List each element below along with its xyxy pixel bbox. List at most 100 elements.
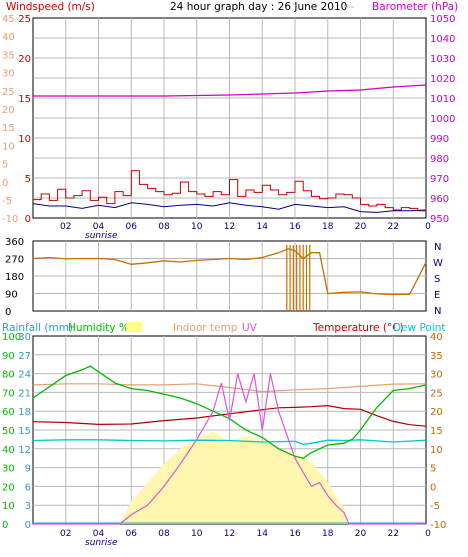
windspeed-tick: 25: [18, 14, 31, 25]
temperature-tick: 0: [430, 482, 436, 493]
windspeed-line: [33, 170, 427, 212]
humidity-tick: 10: [2, 501, 15, 512]
x-tick: 10: [191, 222, 203, 232]
windspeed-tick: 10: [18, 134, 31, 145]
windspeed-tick: 5: [25, 174, 31, 185]
rainfall-tick: 15: [18, 426, 31, 437]
x-tick: 22: [388, 529, 399, 539]
grid-wind-pressure: [33, 18, 426, 218]
compass-s: S: [434, 274, 440, 285]
barometer-tick: 1020: [430, 74, 455, 85]
compass-e: E: [434, 290, 440, 301]
humidity-temp-series: [32, 365, 427, 525]
x-tick: 14: [257, 529, 269, 539]
barometer-tick: 950: [430, 214, 449, 225]
temperature-tick: 30: [430, 370, 443, 381]
rainfall-tick: 3: [25, 501, 31, 512]
windspeed-outer-tick: 0: [2, 178, 8, 189]
barometer-label: Barometer (hPa): [372, 1, 458, 13]
axis-labels: 2520151050454035302520151050-5-101050104…: [2, 14, 455, 531]
x-tick: 16: [289, 529, 301, 539]
barometer-tick: 1040: [430, 34, 455, 45]
dewpoint-label: Dew Point: [393, 322, 446, 334]
dashes-label: ---: [343, 1, 355, 13]
x-tick-end: 0: [425, 222, 431, 232]
direction-tick: 90: [5, 290, 18, 301]
compass-n-top: N: [434, 242, 441, 253]
humidity-tick: 60: [2, 407, 15, 418]
graph-title: 24 hour graph day : 26 June 2010: [170, 1, 347, 13]
windspeed-tick: 15: [18, 94, 31, 105]
sunrise-label-2: sunrise: [85, 538, 118, 548]
rainfall-tick: 30: [18, 332, 31, 343]
x-tick: 02: [60, 529, 71, 539]
humidity-label: Humidity %: [68, 322, 129, 334]
x-tick: 22: [388, 222, 399, 232]
x-tick: 02: [60, 222, 71, 232]
windspeed-label: Windspeed (m/s): [6, 1, 95, 13]
indoor-temp-line: [32, 383, 427, 393]
indoor-label: Indoor temp: [173, 322, 238, 334]
rainfall-tick: 12: [18, 445, 31, 456]
x-tick: 18: [322, 529, 334, 539]
temperature-tick: -5: [430, 501, 440, 512]
x-axis-1: 02 04 06 08 10 12 14 16 18 20 22 0: [60, 222, 431, 232]
windspeed-outer-tick: 35: [2, 50, 15, 61]
compass-n-bottom: N: [434, 306, 441, 317]
windspeed-outer-tick: 25: [2, 87, 15, 98]
x-tick: 10: [191, 529, 203, 539]
temperature-tick: 35: [430, 351, 443, 362]
humidity-tick: 30: [2, 464, 15, 475]
temperature-tick: 5: [430, 464, 436, 475]
rainfall-tick: 24: [18, 370, 31, 381]
humidity-tick: 50: [2, 426, 15, 437]
windspeed-outer-tick: 30: [2, 69, 15, 80]
rainfall-tick: 27: [18, 351, 31, 362]
windspeed-outer-tick: 15: [2, 123, 15, 134]
temperature-line: [32, 404, 427, 427]
rainfall-tick: 18: [18, 407, 31, 418]
x-tick: 08: [158, 222, 170, 232]
barometer-line: [33, 84, 427, 97]
x-tick-end: 0: [425, 529, 431, 539]
x-tick: 06: [126, 529, 138, 539]
windspeed-outer-tick: 20: [2, 105, 15, 116]
direction-line: [32, 248, 427, 296]
humidity-tick: 90: [2, 351, 15, 362]
temperature-label: Temperature (°C): [312, 322, 404, 334]
humidity-tick: 70: [2, 388, 15, 399]
rainfall-label: Rainfall (mm): [2, 322, 73, 334]
barometer-tick: 1000: [430, 114, 455, 125]
x-tick: 14: [257, 222, 269, 232]
x-tick: 12: [224, 529, 235, 539]
temperature-tick: 10: [430, 445, 443, 456]
dewpoint-line: [32, 439, 427, 445]
windspeed-outer-tick: 45: [2, 14, 15, 25]
x-tick: 08: [158, 529, 170, 539]
direction-tick: 180: [5, 272, 24, 283]
direction-tick: 360: [5, 237, 24, 248]
uv-line: [33, 373, 426, 525]
windspeed-tick: 0: [25, 214, 31, 225]
humidity-tick: 100: [2, 332, 21, 343]
windspeed-outer-tick: -10: [2, 214, 18, 225]
compass-w: W: [433, 258, 443, 269]
direction-tick: 270: [5, 255, 24, 266]
uv-label: UV: [242, 322, 258, 334]
barometer-tick: 1050: [430, 14, 455, 25]
barometer-tick: 970: [430, 174, 449, 185]
humidity-tick: 40: [2, 445, 15, 456]
windspeed-outer-tick: 40: [2, 32, 15, 43]
barometer-tick: 1030: [430, 54, 455, 65]
rainfall-tick: 21: [18, 388, 31, 399]
temperature-tick: 15: [430, 426, 443, 437]
direction-series: [32, 244, 427, 311]
humidity-tick: 0: [2, 520, 8, 531]
wind-average-line: [32, 202, 427, 213]
windspeed-outer-tick: -5: [2, 196, 12, 207]
x-tick: 20: [355, 529, 367, 539]
windspeed-outer-tick: 10: [2, 141, 15, 152]
temperature-tick: 40: [430, 332, 443, 343]
humidity-tick: 20: [2, 482, 15, 493]
